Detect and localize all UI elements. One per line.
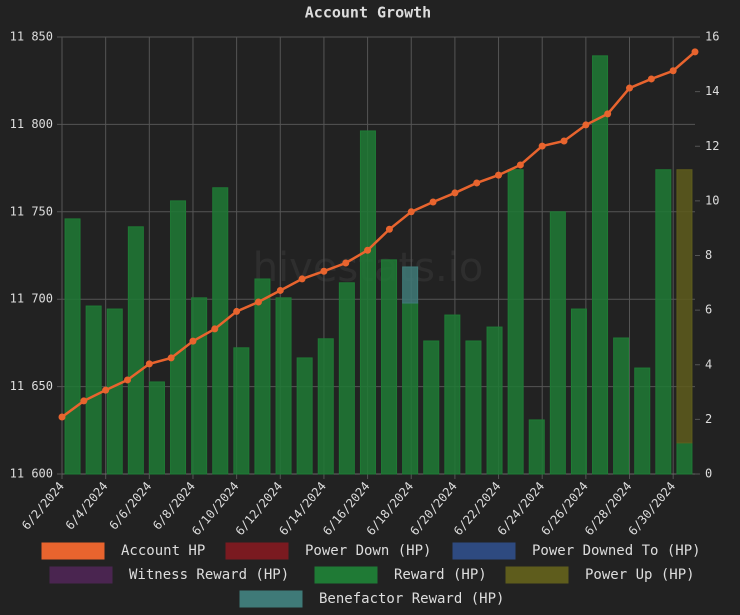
legend-swatch [41, 542, 105, 560]
y2-tick-label: 4 [705, 357, 712, 371]
bar [423, 340, 440, 475]
point [451, 189, 459, 197]
bar [655, 169, 672, 475]
legend-label: Benefactor Reward (HP) [319, 591, 504, 607]
point [560, 137, 568, 145]
bar [148, 381, 165, 475]
y2-tick-label: 2 [705, 412, 712, 426]
y-tick-label: 11 600 [10, 467, 53, 481]
bar [676, 169, 693, 444]
bar [106, 308, 123, 475]
point [364, 246, 372, 254]
legend-label: Account HP [121, 543, 205, 559]
point [102, 386, 110, 394]
point [58, 413, 66, 421]
point [276, 286, 284, 294]
bar [634, 367, 651, 475]
y-tick-label: 11 850 [10, 30, 53, 44]
bar [191, 297, 208, 475]
bar [127, 226, 144, 475]
point [516, 161, 524, 169]
bar [592, 55, 609, 475]
y-tick-label: 11 750 [10, 204, 53, 218]
point [538, 142, 546, 150]
bar [613, 337, 630, 475]
point [669, 67, 677, 75]
y-tick-label: 11 700 [10, 292, 53, 306]
bar [85, 305, 102, 475]
legend-swatch [505, 566, 569, 584]
bar [507, 169, 524, 475]
point [691, 48, 699, 56]
y2-tick-label: 14 [705, 84, 719, 98]
bar [275, 297, 292, 475]
y-tick-label: 11 800 [10, 117, 53, 131]
point [604, 110, 612, 118]
y2-tick-label: 10 [705, 193, 719, 207]
legend-swatch [314, 566, 378, 584]
point [647, 75, 655, 83]
bar [254, 278, 271, 475]
point [254, 298, 262, 306]
bar [338, 282, 355, 475]
bar [233, 347, 250, 475]
legend-label: Witness Reward (HP) [129, 567, 289, 583]
point [320, 267, 328, 275]
bar [486, 326, 503, 475]
legend-label: Power Downed To (HP) [532, 543, 701, 559]
point [145, 360, 153, 368]
point [298, 275, 306, 283]
y2-tick-label: 0 [705, 467, 712, 481]
bar [381, 259, 398, 475]
legend-swatch [239, 590, 303, 608]
point [211, 325, 219, 333]
bar [549, 211, 566, 475]
bar [676, 442, 693, 475]
point [407, 208, 415, 216]
bar [170, 200, 187, 475]
bar [359, 130, 376, 475]
point [626, 84, 634, 92]
bar [465, 340, 482, 475]
bar [317, 338, 334, 475]
point [342, 259, 350, 267]
y2-tick-label: 16 [705, 30, 719, 44]
bar [528, 419, 545, 475]
legend-swatch [452, 542, 516, 560]
point [233, 307, 241, 315]
y2-tick-label: 6 [705, 303, 712, 317]
legend-label: Power Up (HP) [585, 567, 695, 583]
line [61, 50, 696, 419]
point [385, 225, 393, 233]
y2-tick-label: 12 [705, 139, 719, 153]
point [582, 121, 590, 129]
point [429, 198, 437, 206]
point [167, 354, 175, 362]
chart-title: Account Growth [305, 4, 431, 22]
legend-label: Reward (HP) [394, 567, 487, 583]
bar [570, 308, 587, 475]
bar [296, 357, 313, 475]
bar [402, 302, 419, 475]
point [123, 376, 131, 384]
point [495, 171, 503, 179]
point [189, 337, 197, 345]
bar [64, 218, 81, 475]
y-tick-label: 11 650 [10, 379, 53, 393]
legend-swatch [225, 542, 289, 560]
bar [402, 266, 419, 304]
y2-tick-label: 8 [705, 248, 712, 262]
legend-swatch [49, 566, 113, 584]
legend-label: Power Down (HP) [305, 543, 431, 559]
bar [444, 314, 461, 475]
point [80, 397, 88, 405]
point [473, 179, 481, 187]
